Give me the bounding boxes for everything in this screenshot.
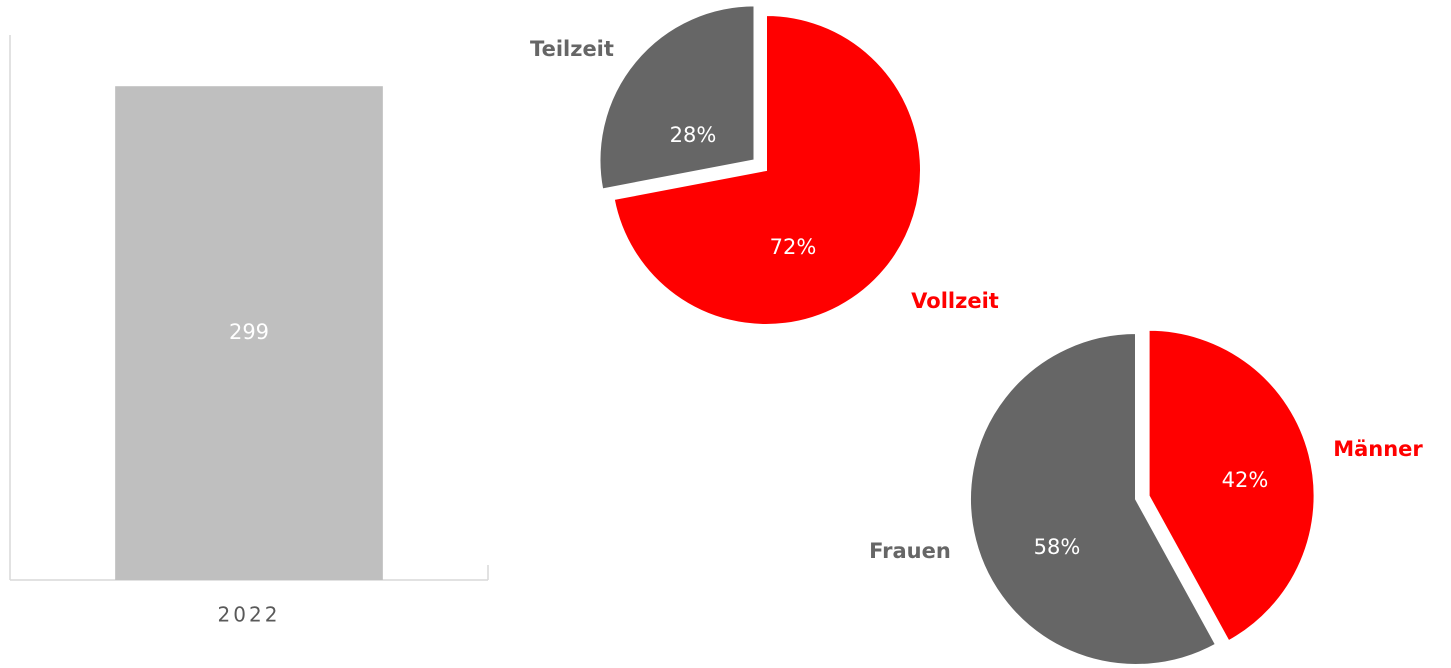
slice-value-label: 42% — [1222, 468, 1269, 492]
slice-value-label: 58% — [1034, 535, 1081, 559]
slice-value-label: 72% — [770, 235, 817, 259]
slice-category-label: Teilzeit — [530, 37, 614, 61]
bar-value-label: 299 — [229, 320, 269, 344]
pie-slice — [598, 4, 756, 191]
slice-value-label: 28% — [670, 123, 717, 147]
pie-slice — [1147, 328, 1316, 643]
slice-category-label: Männer — [1333, 437, 1423, 461]
slice-category-label: Frauen — [869, 539, 951, 563]
slice-category-label: Vollzeit — [911, 289, 999, 313]
pie-slice — [969, 331, 1218, 666]
pie-slice — [612, 13, 922, 326]
bar — [115, 86, 383, 581]
x-tick-label: 2022 — [218, 603, 281, 627]
